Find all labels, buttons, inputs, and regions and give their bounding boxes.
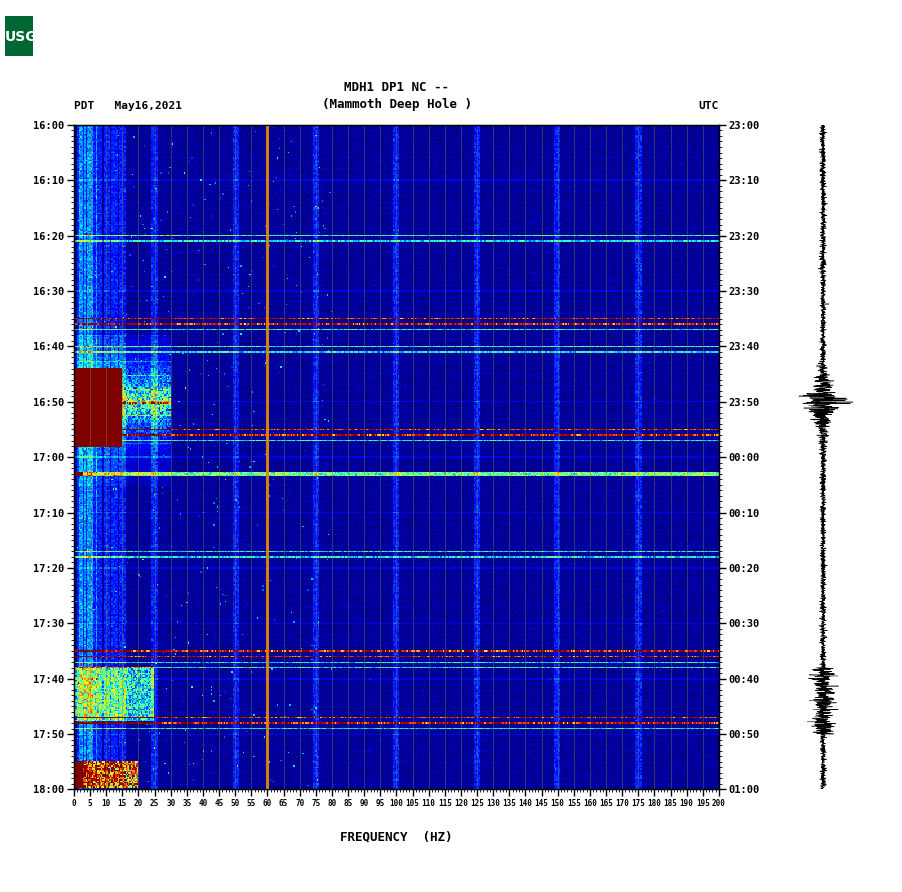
FancyBboxPatch shape (5, 16, 32, 56)
Text: PDT   May16,2021: PDT May16,2021 (74, 101, 182, 111)
Text: (Mammoth Deep Hole ): (Mammoth Deep Hole ) (322, 97, 472, 111)
X-axis label: FREQUENCY  (HZ): FREQUENCY (HZ) (340, 830, 453, 843)
Text: USGS: USGS (5, 30, 48, 45)
Text: MDH1 DP1 NC --: MDH1 DP1 NC -- (345, 80, 449, 94)
Text: UTC: UTC (699, 101, 719, 111)
